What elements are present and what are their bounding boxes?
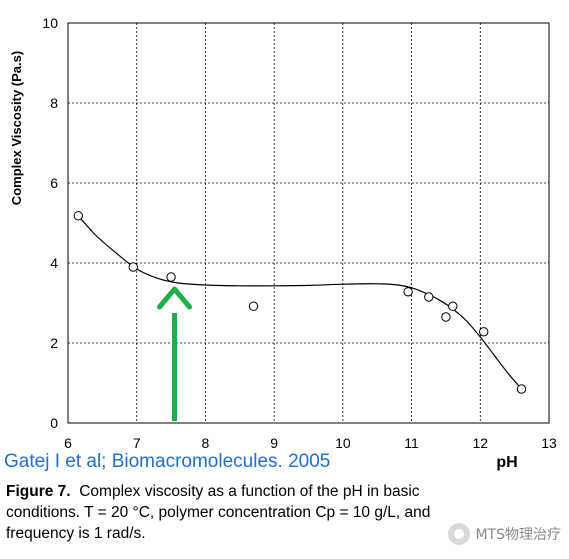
x-tick-label: 13 [541,435,557,451]
figure-caption: Figure 7. Complex viscosity as a functio… [6,481,562,544]
caption-line-1: Complex viscosity as a function of the p… [79,483,420,500]
watermark: MTS物理治疗 [448,523,561,545]
y-tick-label: 6 [50,175,58,191]
data-point [516,384,527,394]
axis-ticks: 0 2 4 6 8 10 6 7 8 9 10 11 12 13 [42,15,557,451]
citation: Gatej I et al; Biomacromolecules. 2005 [4,451,331,472]
x-axis-label: pH [496,454,517,471]
x-tick-label: 6 [64,435,72,451]
data-point [73,211,84,221]
data-point [441,312,451,322]
y-tick-label: 10 [42,15,58,31]
viscosity-chart: 0 2 4 6 8 10 6 7 8 9 10 11 12 13 Complex Viscosity (P… [9,15,557,471]
fit-curve [77,215,522,390]
y-tick-label: 2 [50,335,58,351]
arrow-head [157,286,193,310]
x-tick-label: 12 [472,435,488,451]
data-point [166,272,176,282]
figure-label: Figure 7. [6,483,71,500]
data-point [448,301,458,311]
data-point [403,287,413,297]
x-tick-label: 7 [133,435,141,451]
data-points [73,211,527,394]
x-tick-label: 8 [202,435,210,451]
x-tick-label: 11 [404,435,419,451]
x-tick-label: 9 [270,435,278,451]
grid [68,23,549,423]
plot-frame [67,22,550,424]
caption-line-3: frequency is 1 rad/s. [6,525,146,542]
data-point [479,327,489,337]
data-point [128,262,138,272]
watermark-icon [448,523,471,545]
green-arrow [157,286,193,421]
data-point [248,301,259,311]
y-tick-label: 8 [50,95,58,111]
x-tick-label: 10 [335,435,351,451]
caption-line-2: conditions. T = 20 °C, polymer concentra… [6,504,431,521]
watermark-text: MTS物理治疗 [475,527,561,543]
y-axis-label: Complex Viscosity (Pa.s) [9,51,24,205]
y-tick-label: 0 [50,415,58,431]
y-tick-label: 4 [50,255,58,271]
data-point [424,292,434,302]
